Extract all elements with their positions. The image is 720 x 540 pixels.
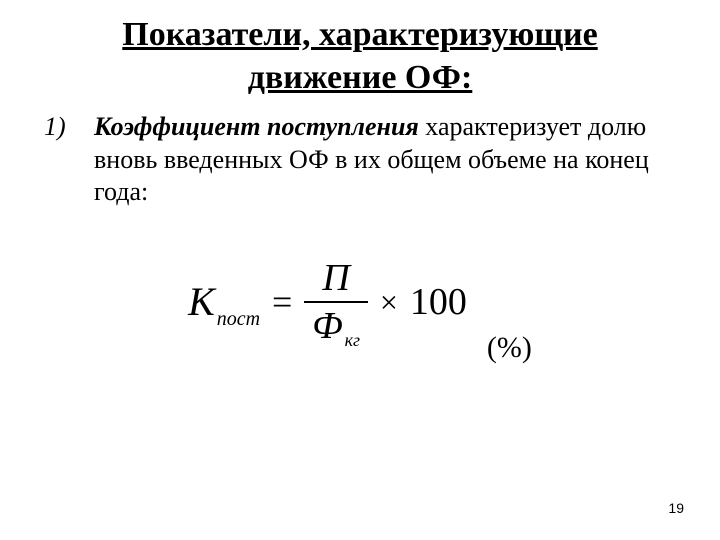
list-item-1: 1) Коэффициент поступления характеризует… [40, 111, 680, 209]
title-line-1: Показатели, характеризующие [122, 16, 597, 53]
page-number: 19 [668, 500, 684, 516]
formula-block: К пост = П Ф кг × 100 (%) [40, 259, 680, 345]
lhs-symbol: К [188, 282, 215, 322]
denominator: Ф кг [312, 303, 360, 345]
denominator-subscript: кг [345, 331, 360, 349]
list-marker: 1) [40, 111, 94, 144]
denominator-symbol: Ф [312, 307, 343, 345]
formula: К пост = П Ф кг × 100 (%) [188, 259, 532, 345]
definition-term: Коэффициент поступления [94, 112, 419, 141]
equals-sign: = [272, 284, 292, 320]
slide: Показатели, характеризующие движение ОФ:… [0, 0, 720, 540]
numerator: П [304, 259, 367, 301]
lhs-subscript: пост [217, 309, 260, 329]
slide-title: Показатели, характеризующие движение ОФ: [40, 14, 680, 99]
body-text: 1) Коэффициент поступления характеризует… [40, 111, 680, 209]
list-text: Коэффициент поступления характеризует до… [94, 111, 680, 209]
factor-100: 100 [410, 283, 467, 321]
times-sign: × [380, 286, 398, 318]
fraction: П Ф кг [304, 259, 367, 345]
percent-unit: (%) [487, 333, 532, 363]
title-line-2: движение ОФ: [248, 59, 473, 96]
lhs: К пост [188, 282, 260, 322]
